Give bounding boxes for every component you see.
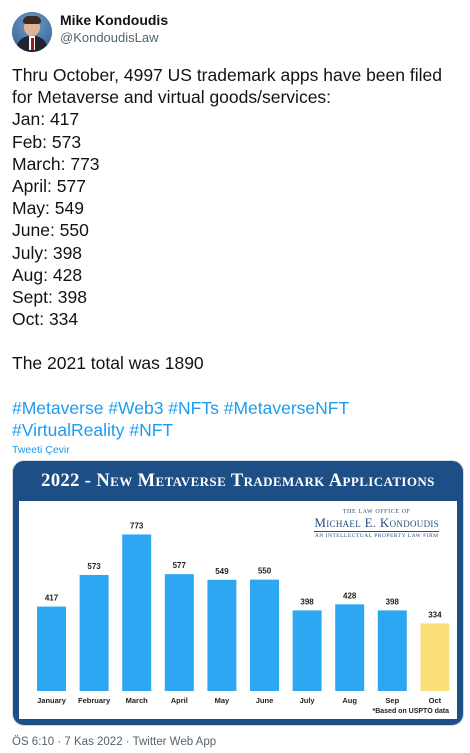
bar-aug (335, 604, 365, 691)
bar-value-label: 773 (130, 521, 144, 530)
x-tick-label: May (215, 696, 230, 705)
bar-oct (420, 623, 450, 691)
author-handle[interactable]: @KondoudisLaw (60, 30, 159, 45)
bar-may (207, 579, 237, 691)
tweet-line: Thru October, 4997 US trademark apps hav… (12, 65, 442, 85)
tweet-total-line: The 2021 total was 1890 (12, 353, 204, 374)
bar-july (292, 610, 322, 691)
chart-panel: 417 January 573 February 773 March 577 April 549… (19, 501, 457, 719)
tweet-line: March: 773 (12, 153, 100, 174)
x-tick-label: March (126, 696, 149, 705)
x-tick-label: June (256, 696, 274, 705)
tweet-line: Jan: 417 (12, 109, 80, 130)
bar-june (250, 579, 279, 691)
tweet-line: Aug: 428 (12, 264, 83, 285)
tweet-line: for Metaverse and virtual goods/services… (12, 87, 332, 108)
bar-sep (377, 610, 407, 691)
x-tick-label: February (78, 696, 111, 705)
chart-footnote: *Based on USPTO data (372, 708, 449, 715)
x-tick-label: April (171, 696, 188, 705)
bar-value-label: 417 (45, 594, 59, 603)
bar-value-label: 549 (215, 567, 229, 576)
logo-small-text: THE LAW OFFICE OF (342, 509, 411, 515)
logo-tagline: AN INTELLECTUAL PROPERTY LAW FIRM (314, 531, 439, 539)
x-tick-label: January (37, 696, 67, 705)
bar-value-label: 550 (258, 567, 272, 576)
bar-february (79, 574, 109, 691)
tweet-line: July: 398 (12, 242, 83, 263)
tweet-line: May: 549 (12, 198, 84, 219)
bar-value-label: 428 (343, 591, 357, 600)
tweet-line: Oct: 334 (12, 309, 79, 330)
hashtags-line[interactable]: #VirtualReality #NFT (12, 419, 174, 440)
tweet-timestamp[interactable]: ÖS 6:10 · 7 Kas 2022 · Twitter Web App (12, 736, 217, 748)
bar-value-label: 577 (173, 561, 187, 570)
tweet-text: Thru October, 4997 US trademark apps hav… (12, 64, 462, 441)
x-tick-label: Aug (342, 696, 357, 705)
law-office-logo: THE LAW OFFICE OF Michael E. Kondoudis A… (314, 509, 439, 539)
x-tick-label: Sep (385, 696, 399, 705)
chart-title: 2022 - New Metaverse Trademark Applicati… (41, 471, 435, 491)
tweet-line: Sept: 398 (12, 287, 87, 308)
bar-value-label: 398 (386, 597, 400, 606)
author-name[interactable]: Mike Kondoudis (60, 12, 169, 28)
avatar[interactable] (12, 12, 52, 52)
bar-january (37, 606, 66, 691)
bar-value-label: 334 (428, 610, 442, 619)
bar-value-label: 398 (300, 597, 314, 606)
bar-value-label: 573 (87, 562, 101, 571)
bar-march (122, 534, 152, 691)
tweet-line: April: 577 (12, 176, 86, 197)
bar-chart: 417 January 573 February 773 March 577 April 549… (37, 521, 450, 705)
tweet-line: June: 550 (12, 220, 89, 241)
x-tick-label: July (300, 696, 316, 705)
x-tick-label: Oct (429, 696, 442, 705)
logo-firm-name: Michael E. Kondoudis (314, 515, 439, 530)
tweet-image[interactable]: 2022 - New Metaverse Trademark Applicati… (12, 460, 464, 726)
bar-april (164, 574, 194, 691)
tweet-line: Feb: 573 (12, 131, 82, 152)
hashtags-line[interactable]: #Metaverse #Web3 #NFTs #MetaverseNFT (12, 397, 350, 418)
translate-tweet-link[interactable]: Tweeti Çevir (12, 444, 70, 456)
